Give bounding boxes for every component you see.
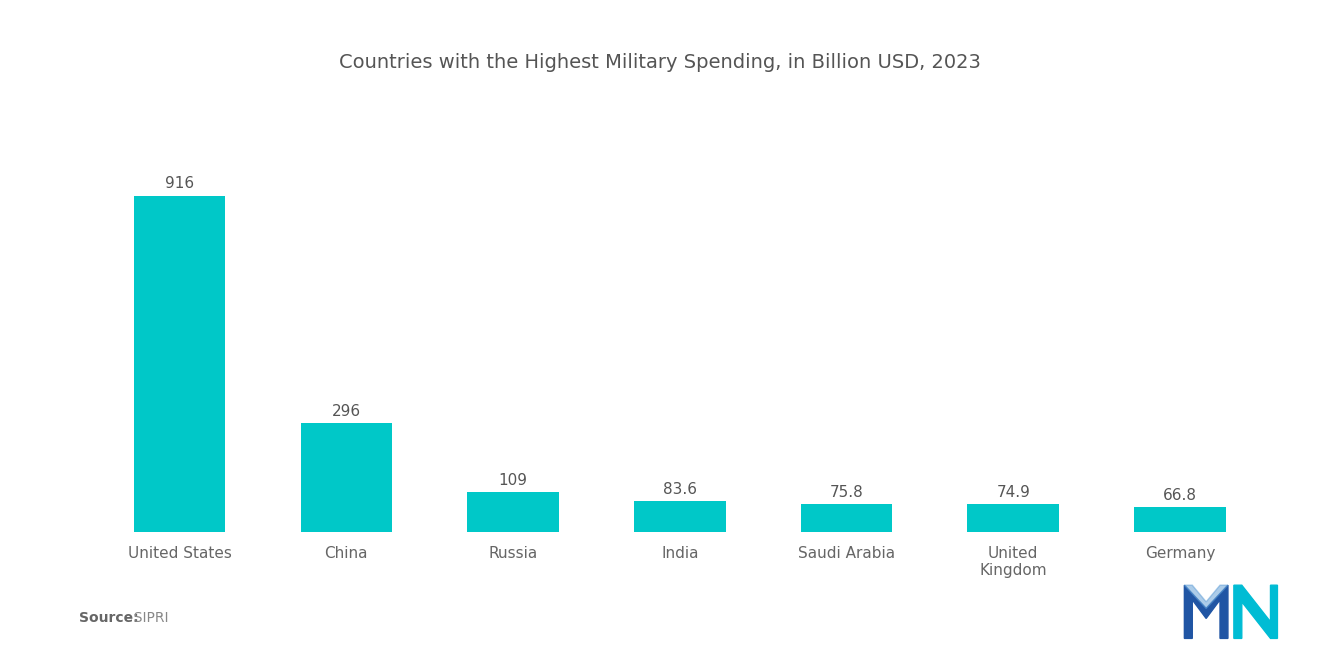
Bar — [1134, 507, 1226, 532]
Polygon shape — [1184, 585, 1228, 608]
Text: 75.8: 75.8 — [830, 485, 863, 500]
Bar — [133, 196, 226, 532]
Text: SIPRI: SIPRI — [125, 611, 169, 625]
Polygon shape — [1234, 585, 1278, 638]
Text: 296: 296 — [331, 404, 360, 419]
Text: 109: 109 — [499, 473, 528, 487]
Text: 66.8: 66.8 — [1163, 488, 1197, 503]
Bar — [301, 423, 392, 532]
Bar — [634, 501, 726, 532]
Text: 916: 916 — [165, 176, 194, 191]
Text: 74.9: 74.9 — [997, 485, 1030, 500]
Text: Source:: Source: — [79, 611, 139, 625]
Text: 83.6: 83.6 — [663, 482, 697, 497]
Bar — [968, 505, 1059, 532]
Bar — [801, 504, 892, 532]
Bar — [467, 492, 558, 532]
Text: Countries with the Highest Military Spending, in Billion USD, 2023: Countries with the Highest Military Spen… — [339, 53, 981, 72]
Polygon shape — [1184, 585, 1228, 638]
